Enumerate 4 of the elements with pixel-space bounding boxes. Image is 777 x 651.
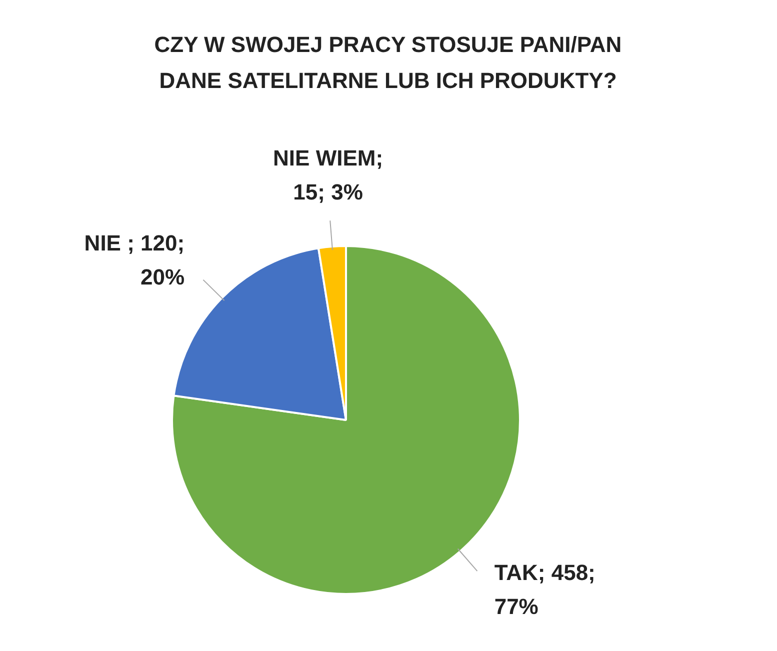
- slice-label: TAK; 458; 77%: [494, 560, 596, 619]
- chart-title: CZY W SWOJEJ PRACY STOSUJE PANI/PAN DANE SATELITARNE LUB ICH PRODUKTY?: [154, 32, 622, 94]
- slice-label: NIE ; 120; 20%: [84, 230, 185, 290]
- slice-label: NIE WIEM; 15; 3%: [273, 146, 384, 205]
